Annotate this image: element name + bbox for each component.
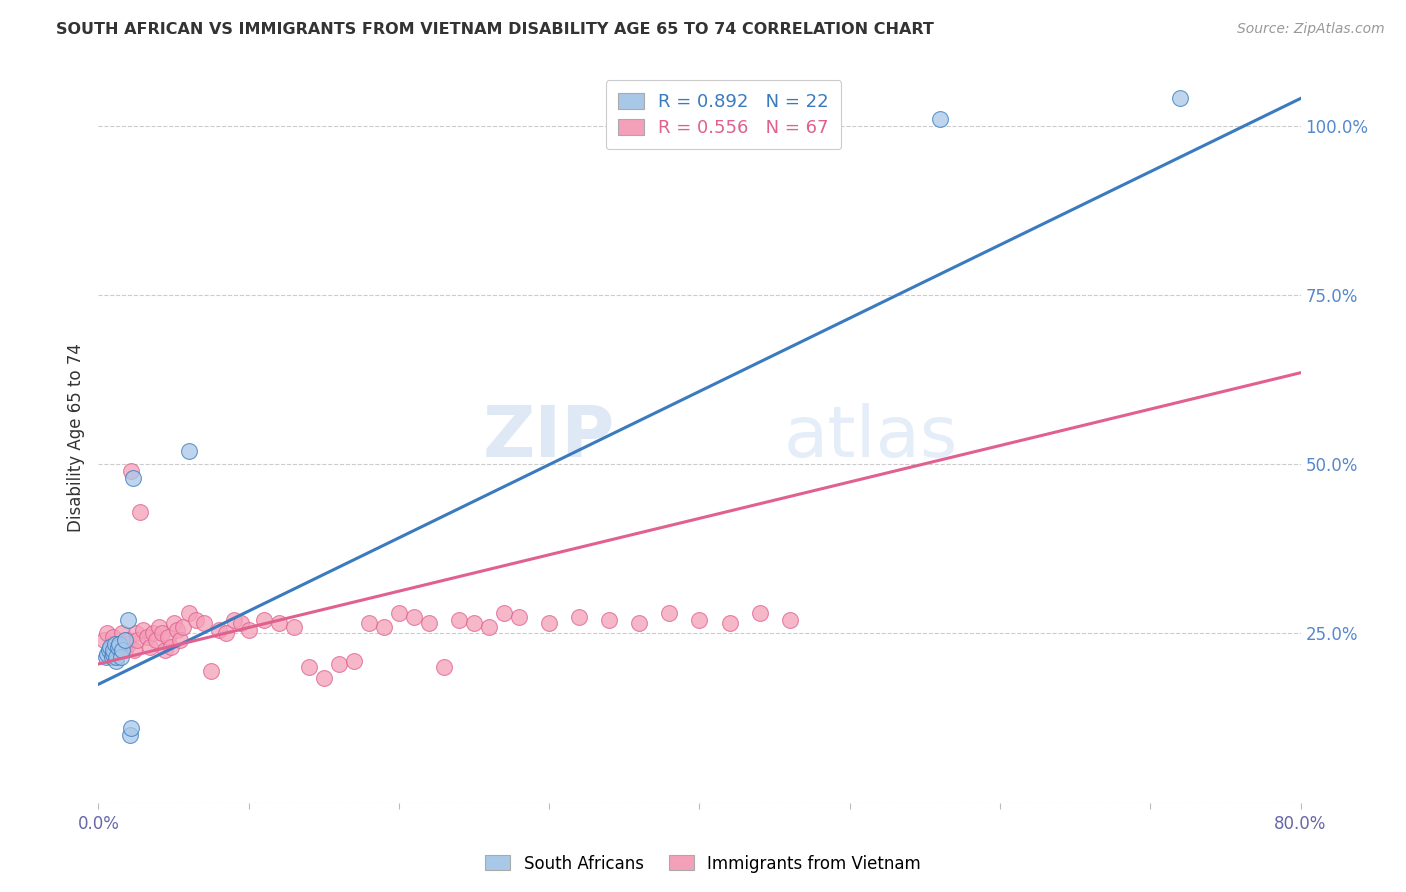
Point	[494, 606, 516, 620]
Point	[118, 728, 141, 742]
Point	[117, 633, 139, 648]
Point	[105, 650, 128, 665]
Point	[117, 637, 139, 651]
Point	[184, 613, 207, 627]
Point	[104, 637, 127, 651]
Point	[357, 616, 380, 631]
Point	[193, 616, 215, 631]
Point	[447, 613, 470, 627]
Point	[200, 664, 222, 678]
Point	[373, 620, 395, 634]
Point	[132, 623, 155, 637]
Legend: South Africans, Immigrants from Vietnam: South Africans, Immigrants from Vietnam	[478, 848, 928, 880]
Point	[283, 620, 305, 634]
Point	[145, 633, 167, 648]
Text: Source: ZipAtlas.com: Source: ZipAtlas.com	[1237, 22, 1385, 37]
Point	[689, 613, 711, 627]
Point	[100, 647, 122, 661]
Point	[177, 443, 200, 458]
Point	[141, 626, 163, 640]
Point	[215, 626, 238, 640]
Point	[312, 671, 335, 685]
Point	[135, 630, 157, 644]
Y-axis label: Disability Age 65 to 74: Disability Age 65 to 74	[67, 343, 86, 532]
Point	[121, 721, 143, 735]
Point	[718, 616, 741, 631]
Point	[105, 654, 128, 668]
Point	[111, 643, 134, 657]
Point	[114, 643, 136, 657]
Point	[177, 606, 200, 620]
Point	[107, 640, 129, 654]
Point	[1170, 91, 1192, 105]
Point	[103, 630, 125, 644]
Point	[779, 613, 801, 627]
Point	[100, 640, 122, 654]
Legend: R = 0.892   N = 22, R = 0.556   N = 67: R = 0.892 N = 22, R = 0.556 N = 67	[606, 80, 841, 150]
Point	[156, 630, 179, 644]
Point	[110, 640, 132, 654]
Point	[166, 623, 188, 637]
Point	[628, 616, 651, 631]
Point	[538, 616, 561, 631]
Point	[138, 640, 160, 654]
Point	[125, 626, 148, 640]
Point	[388, 606, 411, 620]
Point	[162, 616, 184, 631]
Point	[117, 613, 139, 627]
Point	[108, 637, 131, 651]
Point	[153, 643, 176, 657]
Point	[208, 623, 231, 637]
Point	[231, 616, 253, 631]
Point	[103, 643, 125, 657]
Point	[433, 660, 456, 674]
Point	[96, 626, 118, 640]
Text: atlas: atlas	[783, 402, 957, 472]
Point	[105, 643, 128, 657]
Point	[402, 609, 425, 624]
Point	[97, 643, 120, 657]
Point	[418, 616, 440, 631]
Text: SOUTH AFRICAN VS IMMIGRANTS FROM VIETNAM DISABILITY AGE 65 TO 74 CORRELATION CHA: SOUTH AFRICAN VS IMMIGRANTS FROM VIETNAM…	[56, 22, 934, 37]
Point	[568, 609, 591, 624]
Point	[101, 650, 124, 665]
Point	[114, 633, 136, 648]
Point	[96, 647, 118, 661]
Point	[108, 637, 131, 651]
Point	[93, 633, 115, 648]
Point	[328, 657, 350, 671]
Point	[124, 643, 146, 657]
Point	[267, 616, 290, 631]
Point	[159, 640, 181, 654]
Point	[121, 464, 143, 478]
Point	[748, 606, 770, 620]
Point	[172, 620, 194, 634]
Point	[103, 647, 125, 661]
Point	[658, 606, 681, 620]
Point	[129, 505, 152, 519]
Point	[343, 654, 366, 668]
Point	[222, 613, 245, 627]
Point	[253, 613, 276, 627]
Point	[463, 616, 485, 631]
Point	[298, 660, 321, 674]
Point	[110, 650, 132, 665]
Point	[111, 626, 134, 640]
Point	[508, 609, 530, 624]
Text: ZIP: ZIP	[484, 402, 616, 472]
Point	[238, 623, 260, 637]
Point	[148, 620, 170, 634]
Point	[94, 650, 117, 665]
Point	[169, 633, 191, 648]
Point	[150, 626, 173, 640]
Point	[103, 637, 125, 651]
Point	[598, 613, 620, 627]
Point	[929, 112, 952, 126]
Point	[122, 471, 145, 485]
Point	[127, 633, 149, 648]
Point	[478, 620, 501, 634]
